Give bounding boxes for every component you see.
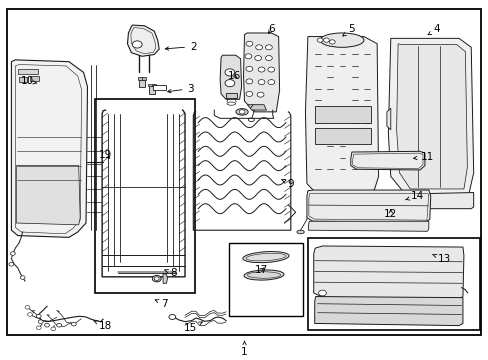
- Text: 1: 1: [241, 341, 247, 357]
- Circle shape: [318, 290, 326, 296]
- Bar: [30, 76, 39, 81]
- Bar: [139, 80, 145, 87]
- Bar: [153, 85, 166, 90]
- Circle shape: [71, 322, 76, 326]
- Text: 13: 13: [431, 254, 450, 264]
- Ellipse shape: [236, 109, 247, 115]
- Polygon shape: [127, 25, 159, 56]
- Polygon shape: [305, 37, 378, 200]
- Ellipse shape: [320, 33, 363, 47]
- Bar: [18, 69, 38, 74]
- Text: 16: 16: [228, 71, 241, 81]
- Circle shape: [36, 315, 41, 318]
- Circle shape: [255, 45, 262, 50]
- Text: 11: 11: [413, 152, 433, 162]
- Polygon shape: [243, 33, 279, 112]
- Circle shape: [267, 80, 274, 85]
- Text: 9: 9: [281, 179, 294, 189]
- Circle shape: [168, 315, 175, 319]
- Ellipse shape: [243, 252, 288, 263]
- Polygon shape: [386, 108, 390, 130]
- Ellipse shape: [244, 270, 284, 280]
- Circle shape: [9, 262, 14, 266]
- Polygon shape: [306, 190, 430, 222]
- Circle shape: [245, 41, 252, 46]
- Polygon shape: [390, 193, 473, 209]
- Polygon shape: [163, 274, 167, 283]
- Text: 2: 2: [165, 42, 196, 51]
- Bar: [307, 238, 479, 329]
- Bar: [95, 99, 194, 293]
- Circle shape: [20, 276, 25, 279]
- Circle shape: [239, 110, 244, 114]
- Text: 6: 6: [267, 24, 274, 35]
- Bar: [228, 243, 303, 316]
- Ellipse shape: [154, 277, 159, 280]
- Text: 14: 14: [405, 191, 424, 201]
- Text: 17: 17: [254, 265, 267, 275]
- Circle shape: [245, 91, 252, 96]
- Polygon shape: [16, 166, 80, 225]
- Polygon shape: [247, 105, 266, 110]
- Bar: [148, 84, 156, 86]
- Circle shape: [265, 55, 272, 60]
- Circle shape: [51, 327, 56, 330]
- Bar: [19, 77, 28, 82]
- Polygon shape: [313, 246, 463, 299]
- Bar: [225, 93, 236, 98]
- Circle shape: [27, 313, 32, 316]
- Circle shape: [10, 252, 15, 255]
- Circle shape: [244, 54, 251, 59]
- Circle shape: [267, 67, 274, 72]
- Circle shape: [57, 323, 61, 327]
- Ellipse shape: [248, 118, 254, 122]
- Text: 8: 8: [164, 268, 177, 278]
- Polygon shape: [308, 221, 428, 231]
- Circle shape: [258, 67, 264, 72]
- Circle shape: [38, 320, 43, 323]
- Text: 7: 7: [155, 299, 167, 309]
- Circle shape: [329, 40, 334, 44]
- Bar: [315, 128, 370, 144]
- Polygon shape: [396, 44, 467, 189]
- Text: 3: 3: [167, 84, 194, 94]
- Text: 19: 19: [99, 150, 112, 160]
- Circle shape: [245, 79, 252, 84]
- Text: 10: 10: [21, 76, 37, 86]
- Circle shape: [245, 66, 252, 71]
- Circle shape: [257, 92, 264, 97]
- Circle shape: [44, 323, 49, 327]
- Circle shape: [132, 41, 142, 48]
- Text: 4: 4: [427, 24, 440, 35]
- Text: 5: 5: [342, 24, 354, 36]
- Text: 12: 12: [384, 209, 397, 219]
- Circle shape: [265, 45, 272, 50]
- Circle shape: [224, 80, 234, 87]
- Ellipse shape: [296, 230, 304, 234]
- Circle shape: [254, 55, 261, 60]
- Polygon shape: [350, 151, 424, 170]
- Ellipse shape: [152, 275, 161, 282]
- Circle shape: [258, 80, 264, 85]
- Circle shape: [25, 306, 30, 309]
- Bar: [149, 86, 155, 94]
- Polygon shape: [220, 55, 241, 99]
- Text: 15: 15: [184, 322, 203, 333]
- Circle shape: [323, 38, 329, 42]
- Ellipse shape: [226, 102, 235, 105]
- Polygon shape: [11, 60, 87, 237]
- Bar: [315, 107, 370, 123]
- Circle shape: [224, 69, 234, 76]
- Polygon shape: [387, 39, 473, 194]
- Circle shape: [36, 326, 41, 329]
- Bar: [138, 77, 146, 80]
- Polygon shape: [314, 297, 462, 325]
- Text: 18: 18: [93, 321, 112, 331]
- Circle shape: [317, 38, 323, 42]
